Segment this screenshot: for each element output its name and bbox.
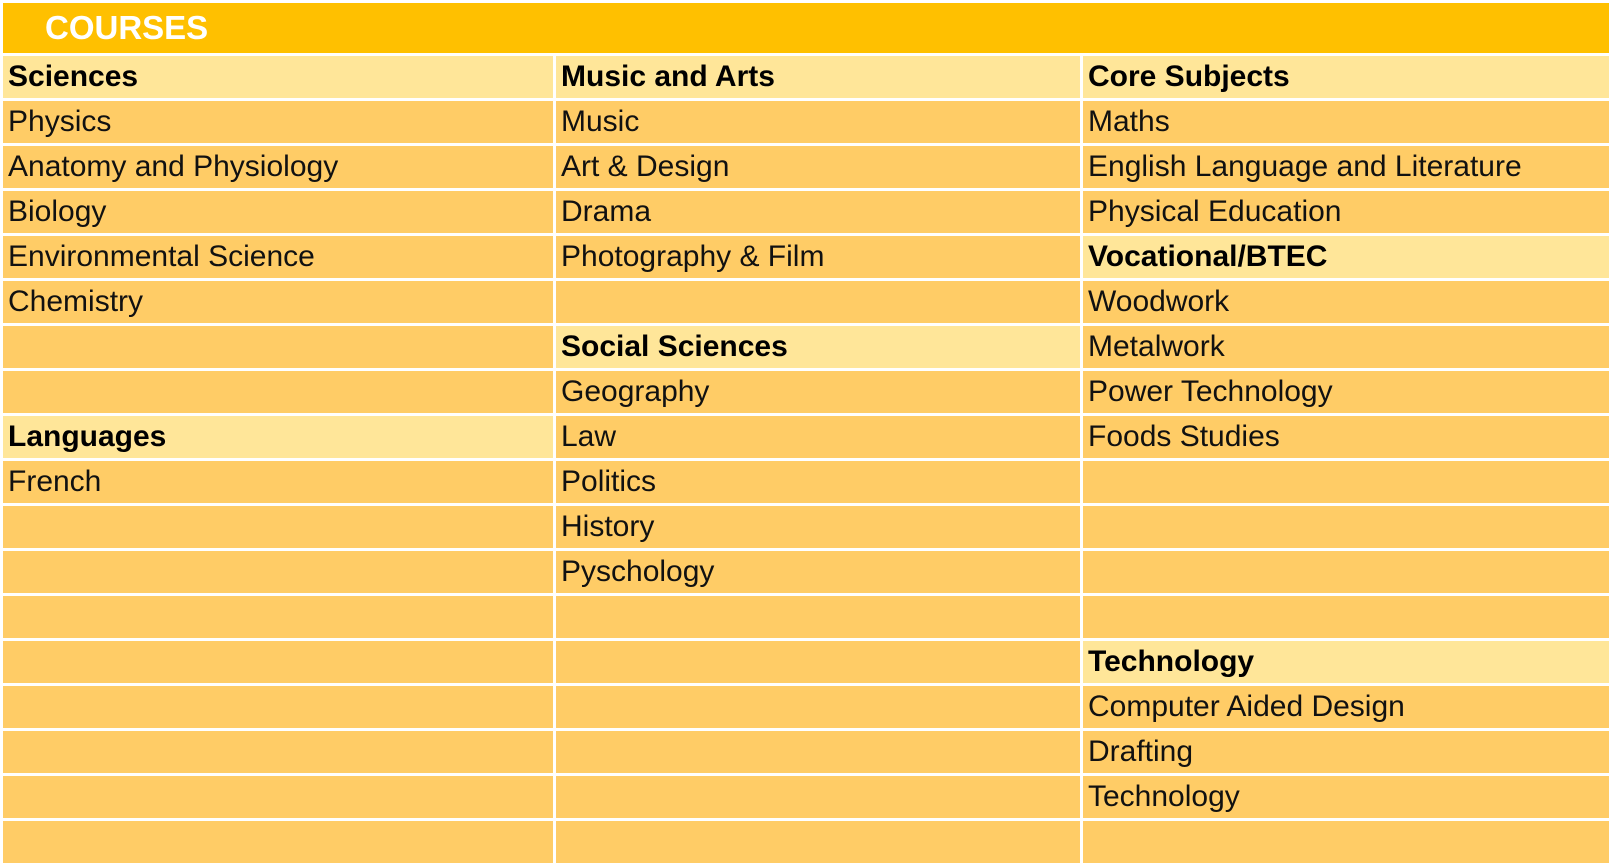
course-item-chemistry: Chemistry — [3, 281, 553, 323]
empty-cell — [556, 821, 1080, 863]
empty-cell — [3, 371, 553, 413]
course-item-woodwork: Woodwork — [1083, 281, 1609, 323]
empty-cell — [556, 776, 1080, 818]
course-item-french: French — [3, 461, 553, 503]
course-item-physical-education: Physical Education — [1083, 191, 1609, 233]
courses-grid: Sciences Music and Arts Core Subjects Physi… — [3, 56, 1609, 863]
courses-sheet: COURSES Sciences Music and Arts Core Subje… — [3, 3, 1609, 863]
course-item-technology: Technology — [1083, 776, 1609, 818]
course-item-english-language-and-literature: English Language and Literature — [1083, 146, 1609, 188]
category-header-sciences: Sciences — [3, 56, 553, 98]
empty-cell — [3, 326, 553, 368]
course-item-art-design: Art & Design — [556, 146, 1080, 188]
empty-cell — [1083, 821, 1609, 863]
category-header-social-sciences: Social Sciences — [556, 326, 1080, 368]
empty-cell — [3, 686, 553, 728]
course-item-maths: Maths — [1083, 101, 1609, 143]
course-item-foods-studies: Foods Studies — [1083, 416, 1609, 458]
empty-cell — [556, 641, 1080, 683]
category-header-languages: Languages — [3, 416, 553, 458]
course-item-politics: Politics — [556, 461, 1080, 503]
empty-cell — [556, 686, 1080, 728]
course-item-anatomy-and-physiology: Anatomy and Physiology — [3, 146, 553, 188]
empty-cell — [556, 731, 1080, 773]
course-item-history: History — [556, 506, 1080, 548]
empty-cell — [3, 731, 553, 773]
course-item-biology: Biology — [3, 191, 553, 233]
empty-cell — [1083, 596, 1609, 638]
course-item-law: Law — [556, 416, 1080, 458]
empty-cell — [3, 551, 553, 593]
course-item-drama: Drama — [556, 191, 1080, 233]
empty-cell — [1083, 506, 1609, 548]
course-item-computer-aided-design: Computer Aided Design — [1083, 686, 1609, 728]
category-header-music-and-arts: Music and Arts — [556, 56, 1080, 98]
course-item-pyschology: Pyschology — [556, 551, 1080, 593]
category-header-technology: Technology — [1083, 641, 1609, 683]
course-item-power-technology: Power Technology — [1083, 371, 1609, 413]
course-item-drafting: Drafting — [1083, 731, 1609, 773]
courses-title: COURSES — [3, 3, 1609, 53]
empty-cell — [3, 596, 553, 638]
empty-cell — [3, 641, 553, 683]
course-item-physics: Physics — [3, 101, 553, 143]
course-item-metalwork: Metalwork — [1083, 326, 1609, 368]
course-item-geography: Geography — [556, 371, 1080, 413]
course-item-environmental-science: Environmental Science — [3, 236, 553, 278]
empty-cell — [556, 281, 1080, 323]
empty-cell — [3, 506, 553, 548]
empty-cell — [556, 596, 1080, 638]
category-header-core-subjects: Core Subjects — [1083, 56, 1609, 98]
empty-cell — [3, 821, 553, 863]
course-item-photography-film: Photography & Film — [556, 236, 1080, 278]
empty-cell — [1083, 551, 1609, 593]
course-item-music: Music — [556, 101, 1080, 143]
empty-cell — [3, 776, 553, 818]
category-header-vocational-btec: Vocational/BTEC — [1083, 236, 1609, 278]
empty-cell — [1083, 461, 1609, 503]
